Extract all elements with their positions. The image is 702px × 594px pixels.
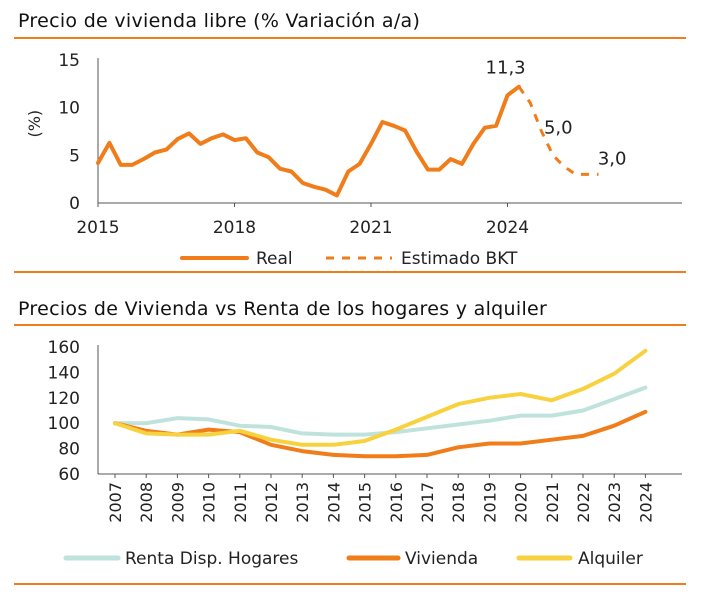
chart-2-y-tick-label: 60 (58, 465, 80, 485)
chart-2-x-tick-label: 2017 (418, 482, 437, 523)
chart-2-x-tick-label: 2018 (449, 482, 468, 523)
chart-2-x-tick-label: 2007 (106, 482, 125, 523)
chart-1-y-tick-label: 0 (69, 194, 80, 214)
chart-2-series-alquiler-line (113, 348, 648, 447)
chart-2-series-vivienda-line (113, 409, 648, 459)
chart-1-x-tick-label: 2024 (486, 218, 529, 238)
chart-1-series-estimado-line (517, 85, 599, 176)
chart-separator-rule (14, 271, 686, 273)
chart-1-data-label: 5,0 (544, 117, 573, 138)
chart-2-y-tick-label: 140 (48, 363, 80, 383)
chart-1-x-tick-label: 2015 (76, 218, 119, 238)
chart-2-top-rule (14, 324, 686, 326)
chart-2-x-tick-label: 2011 (231, 482, 250, 523)
chart-2-legend-label-vivienda: Vivienda (405, 549, 478, 569)
chart-2-y-tick-label: 80 (58, 440, 80, 460)
chart-2-x-tick-label: 2019 (480, 482, 499, 523)
chart-2-x-tick-label: 2016 (387, 482, 406, 523)
chart-1-data-label: 11,3 (486, 58, 526, 79)
chart-2-x-tick-label: 2021 (543, 482, 562, 523)
chart-2-x-tick-label: 2010 (200, 482, 219, 523)
chart-1-y-tick-label: 10 (58, 99, 80, 119)
chart-1-y-tick-label: 15 (58, 51, 80, 71)
chart-2-y-tick-label: 120 (48, 389, 80, 409)
chart-2-x-tick-label: 2008 (137, 482, 156, 523)
chart-1-x-tick-label: 2018 (213, 218, 256, 238)
chart-2-x-tick-label: 2015 (356, 482, 375, 523)
chart-2-x-tick-label: 2012 (262, 482, 281, 523)
chart-1-legend-label-estimado: Estimado BKT (401, 249, 518, 269)
chart-1-x-tick-label: 2021 (349, 218, 392, 238)
chart-2-title: Precios de Vivienda vs Renta de los hoga… (18, 298, 548, 320)
chart-2-y-tick-label: 160 (48, 338, 80, 358)
chart-1-data-label: 3,0 (598, 148, 627, 169)
chart-2-x-tick-label: 2014 (324, 482, 343, 523)
chart-2-bottom-rule (14, 583, 686, 585)
chart-2-y-tick-label: 100 (48, 414, 80, 434)
chart-1-top-rule (14, 37, 686, 39)
chart-2-x-tick-label: 2023 (605, 482, 624, 523)
chart-1-y-tick-label: 5 (69, 146, 80, 166)
chart-2-x-tick-label: 2013 (293, 482, 312, 523)
chart-2-legend-label-alquiler: Alquiler (578, 549, 643, 569)
chart-2-x-tick-label: 2020 (512, 482, 531, 523)
chart-1-legend-label-real: Real (256, 249, 293, 269)
chart-2-x-tick-label: 2009 (168, 482, 187, 523)
chart-2-x-tick-label: 2022 (574, 482, 593, 523)
chart-1-series-real-line (96, 84, 521, 198)
chart-2-legend-label-renta-disp-hogares: Renta Disp. Hogares (125, 549, 299, 569)
chart-1-title: Precio de vivienda libre (% Variación a/… (18, 10, 421, 32)
chart-2-x-tick-label: 2024 (636, 482, 655, 523)
chart-1-y-axis-label: (%) (25, 110, 44, 138)
